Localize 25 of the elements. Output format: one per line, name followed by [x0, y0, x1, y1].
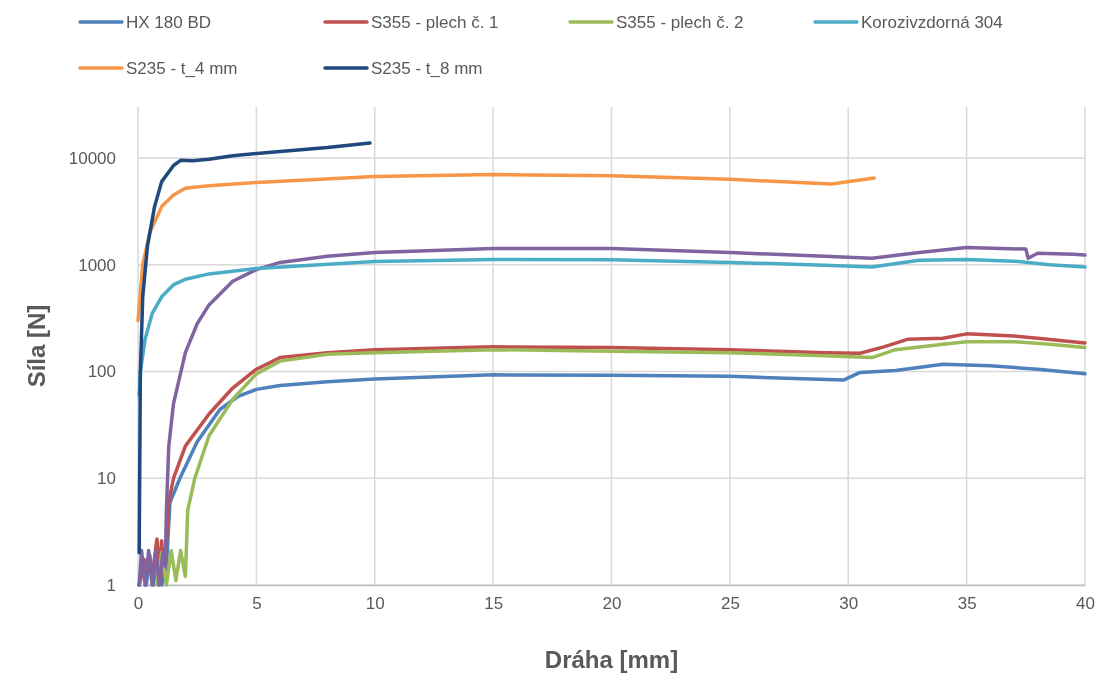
- x-tick-label: 20: [602, 594, 622, 614]
- x-axis-title: Dráha [mm]: [544, 646, 679, 673]
- y-tick-label: 1000: [78, 255, 116, 275]
- legend-label: HX 180 BD: [126, 13, 212, 32]
- x-tick-label: 25: [720, 594, 740, 614]
- y-tick-label: 100: [87, 362, 116, 382]
- legend-label: Korozivzdorná 304: [861, 13, 1003, 32]
- line-series: [137, 257, 1087, 397]
- x-tick-label: 40: [1076, 594, 1095, 614]
- x-tick-label: 15: [484, 594, 504, 614]
- line-series: [136, 172, 877, 323]
- x-tick-label: 0: [133, 594, 144, 614]
- legend-label: S235 - t_4 mm: [126, 59, 238, 78]
- legend-label: S355 - plech č. 1: [371, 13, 499, 32]
- y-axis-title: Síla [N]: [23, 304, 50, 388]
- x-tick-label: 10: [365, 594, 385, 614]
- x-tick-label: 30: [839, 594, 859, 614]
- y-tick-label: 1: [106, 575, 116, 595]
- legend-label: S355 - plech č. 2: [616, 13, 744, 32]
- legend-label: S235 - t_8 mm: [371, 59, 483, 78]
- x-tick-label: 35: [957, 594, 977, 614]
- y-tick-label: 10000: [68, 148, 116, 168]
- x-tick-label: 5: [252, 594, 262, 614]
- y-tick-label: 10: [97, 469, 116, 489]
- line-series: [137, 141, 372, 555]
